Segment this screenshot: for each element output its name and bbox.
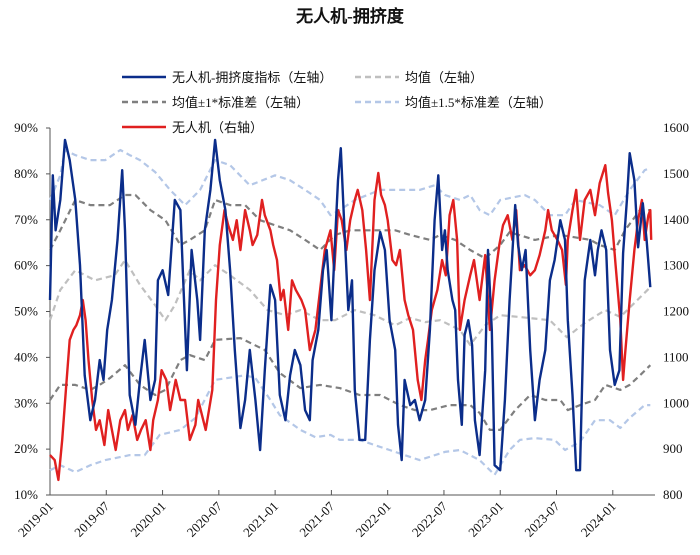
y-left-tick-label: 50%: [14, 304, 38, 319]
y-right-tick-label: 1200: [663, 304, 689, 319]
x-tick-label: 2024-01: [578, 499, 619, 540]
y-left-tick-label: 20%: [14, 441, 38, 456]
legend-label-4: 无人机（右轴）: [172, 120, 263, 135]
axes: 10% 20% 30% 40% 50% 60% 70% 80% 90% 800 900 1000 110…: [14, 120, 689, 540]
y-right-tick-label: 1100: [663, 349, 689, 364]
x-tick-label: 2023-07: [521, 498, 563, 540]
y-right-tick-label: 1400: [663, 212, 689, 227]
y-left-tick-label: 40%: [14, 349, 38, 364]
y-right-tick-label: 1600: [663, 120, 689, 135]
chart-title: 无人机-拥挤度: [295, 6, 405, 26]
x-tick-label: 2021-07: [296, 498, 338, 540]
series-line-2: [49, 193, 651, 260]
legend-label-3: 均值±1.5*标准差（左轴）: [405, 95, 552, 110]
y-left-tick-label: 30%: [14, 395, 38, 410]
legend: 无人机-拥挤度指标（左轴） 均值（左轴） 均值±1*标准差（左轴） 均值±1.5*标准…: [122, 70, 552, 135]
x-tick-label: 2021-01: [240, 499, 281, 540]
x-tick-label: 2019-01: [15, 499, 56, 540]
y-right-tick-label: 1000: [663, 395, 689, 410]
y-left-tick-label: 70%: [14, 212, 38, 227]
x-tick-label: 2023-01: [465, 499, 506, 540]
series-group: [48, 138, 653, 482]
legend-label-0: 无人机-拥挤度指标（左轴）: [172, 70, 332, 85]
legend-label-2: 均值±1*标准差（左轴）: [172, 95, 309, 110]
y-right-tick-label: 800: [663, 487, 683, 502]
series-line-0: [48, 148, 651, 217]
y-left-tick-label: 80%: [14, 166, 38, 181]
series-line-6: [48, 138, 652, 472]
series-line-3: [49, 337, 652, 431]
y-left-tick-label: 10%: [14, 487, 38, 502]
x-tick-label: 2022-01: [353, 499, 394, 540]
legend-label-1: 均值（左轴）: [405, 70, 483, 85]
x-tick-label: 2022-07: [409, 498, 451, 540]
x-tick-label: 2019-07: [71, 498, 113, 540]
x-tick-label: 2020-01: [127, 499, 168, 540]
y-right-tick-label: 900: [663, 441, 683, 456]
series-line-1: [49, 374, 651, 476]
y-left-tick-label: 60%: [14, 258, 38, 273]
y-right-tick-label: 1500: [663, 166, 689, 181]
series-line-5: [49, 164, 653, 482]
y-right-tick-label: 1300: [663, 258, 689, 273]
x-tick-label: 2020-07: [184, 498, 226, 540]
y-left-tick-label: 90%: [14, 120, 38, 135]
